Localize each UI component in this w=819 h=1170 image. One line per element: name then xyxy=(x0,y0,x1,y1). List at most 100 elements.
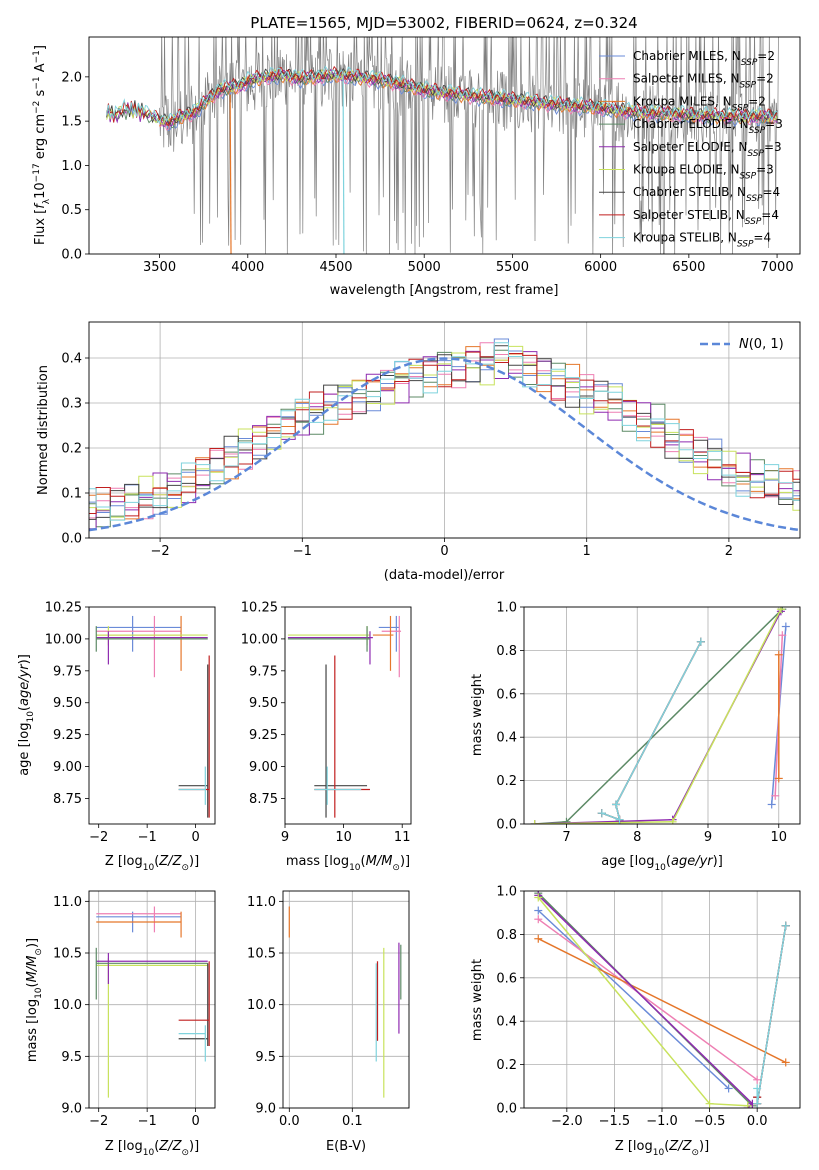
age-vs-metallicity-panel: −2 −1 0 8.75 9.00 9.25 9.50 9.75 10.00 10.25 age [… xyxy=(17,601,216,873)
spectrum-y-axis-label-part: λ xyxy=(42,198,52,204)
y-tick-label: 0.5 xyxy=(61,203,82,218)
legend-entry-part: SSP xyxy=(740,172,757,182)
legend-entry-part: =3 xyxy=(764,140,782,154)
mass-z-y-axis-label-part: mass [log xyxy=(25,999,40,1062)
mw-age-y-axis-label: mass weight xyxy=(470,674,485,756)
mw-age-x-axis-label: age [log10(age/yr)] xyxy=(601,854,723,873)
residuals-panel: −2 −1 0 1 2 0.0 0.1 0.2 0.3 0.4 N(0, 1) Normed dist… xyxy=(36,321,801,583)
mw-age-x-axis-label-part: age/yr xyxy=(671,854,714,869)
age-mass-x-axis-label-part: 10 xyxy=(349,863,361,873)
x-tick-label: 5500 xyxy=(496,260,529,275)
y-tick-label: 0.2 xyxy=(496,1058,517,1073)
age-mass-x-axis-label-part: ( xyxy=(361,854,366,869)
legend-entry-part: SSP xyxy=(746,194,763,204)
grid-layer xyxy=(524,890,800,1109)
weight-line xyxy=(534,610,782,824)
age-z-x-axis-label-part: Z/Z xyxy=(158,854,182,869)
age-z-y-axis-label-part: )] xyxy=(17,654,32,664)
age-z-x-axis-label-part: )] xyxy=(189,854,199,869)
legend-entry-part: Salpeter MILES, N xyxy=(633,72,740,86)
mass-weight-vs-age-panel: 7 8 9 10 0.0 0.2 0.4 0.6 0.8 1.0 mass weight age [l… xyxy=(470,601,801,873)
mass-z-y-axis-label-part: ( xyxy=(25,982,40,987)
y-tick-label: 8.75 xyxy=(53,792,82,807)
y-tick-label: 9.5 xyxy=(61,1050,82,1065)
weight-line xyxy=(537,909,730,1090)
x-tick-label: 3500 xyxy=(143,260,176,275)
mass-z-y-axis-label: mass [log10(M/M⊙)] xyxy=(25,938,44,1062)
axes-layer: −2 −1 0 8.75 9.00 9.25 9.50 9.75 10.00 10.25 xyxy=(45,601,216,845)
x-tick-label: 4000 xyxy=(231,260,264,275)
mass-z-y-axis-label-part: M/M xyxy=(25,956,40,983)
mw-z-x-axis-label-part: Z/Z xyxy=(668,1139,692,1154)
legend-entry-part: Kroupa ELODIE, N xyxy=(633,163,740,177)
x-tick-label: −0.5 xyxy=(694,1114,726,1129)
y-tick-label: 0.2 xyxy=(61,442,82,457)
model-spectrum-line xyxy=(106,68,778,125)
y-tick-label: 9.5 xyxy=(255,1050,276,1065)
x-tick-label: 10 xyxy=(770,830,787,845)
normal-distribution-curve xyxy=(89,357,800,532)
mass-z-x-axis-label-part: ( xyxy=(154,1139,159,1154)
y-tick-label: 9.25 xyxy=(53,728,82,743)
mw-z-x-axis-label-part: ( xyxy=(664,1139,669,1154)
x-tick-label: 8 xyxy=(633,830,641,845)
spectrum-y-axis-label-part: 10 xyxy=(33,182,48,199)
age-z-x-axis-label-part: Z [log xyxy=(105,854,143,869)
y-tick-label: 10.5 xyxy=(53,947,82,962)
x-tick-label: 0.0 xyxy=(747,1114,768,1129)
y-tick-label: 0.4 xyxy=(496,1015,517,1030)
y-tick-label: 0.8 xyxy=(496,928,517,943)
mass-z-y-axis-label-part: ⊙ xyxy=(34,948,44,956)
figure-title: PLATE=1565, MJD=53002, FIBERID=0624, z=0… xyxy=(250,14,637,32)
legend-entry-part: Chabrier ELODIE, N xyxy=(633,117,749,131)
spectrum-y-axis-label-part: f xyxy=(33,202,48,209)
y-tick-label: 0.0 xyxy=(496,818,517,833)
age-z-y-axis-label-part: 10 xyxy=(26,711,36,723)
x-tick-label: 0.1 xyxy=(342,1114,363,1129)
age-z-x-axis-label-part: ( xyxy=(154,854,159,869)
y-tick-label: 2.0 xyxy=(61,70,82,85)
age-vs-mass-panel: 9 10 11 8.75 9.00 9.25 9.50 9.75 10.00 10.25 mass … xyxy=(241,601,412,873)
residual-histogram-step xyxy=(89,342,800,521)
legend-entry-part: N xyxy=(739,337,749,352)
residual-histogram-step xyxy=(89,342,800,520)
y-tick-label: 11.0 xyxy=(53,895,82,910)
weight-line xyxy=(537,897,748,1107)
mass-z-x-axis-label-part: 10 xyxy=(143,1148,155,1158)
x-tick-label: −1 xyxy=(138,830,157,845)
plot-area xyxy=(95,615,210,818)
legend-entry-part: Chabrier MILES, N xyxy=(633,49,741,63)
mass-z-y-axis-label-part: 10 xyxy=(34,987,44,999)
mass-z-x-axis-label-part: ⊙ xyxy=(181,1148,189,1158)
x-tick-label: −1.5 xyxy=(599,1114,631,1129)
residual-histogram-step xyxy=(89,350,800,530)
x-tick-label: −2 xyxy=(89,1114,108,1129)
residual-histogram-step xyxy=(89,338,800,515)
axes-frame xyxy=(523,606,801,825)
x-tick-label: 0 xyxy=(440,544,448,559)
y-tick-label: 0.0 xyxy=(61,532,82,547)
axes-layer: −2.0 −1.5 −1.0 −0.5 0.0 0.0 0.2 0.4 0.6 0.8 1.0 xyxy=(496,885,801,1129)
age-z-x-axis-label: Z [log10(Z/Z⊙)] xyxy=(105,854,199,873)
mw-z-x-axis-label: Z [log10(Z/Z⊙)] xyxy=(615,1139,709,1158)
legend-entry-part: SSP xyxy=(749,126,766,136)
weight-line xyxy=(537,938,787,1064)
legend-entry: Kroupa STELIB, NSSP=4 xyxy=(633,231,771,250)
axes-layer: −2 −1 0 9.0 9.5 10.0 10.5 11.0 xyxy=(53,890,216,1129)
axes-frame xyxy=(88,606,216,825)
x-tick-label: 10 xyxy=(335,830,352,845)
spectrum-y-axis-label-part: −1 xyxy=(32,76,42,89)
spectrum-y-axis-label: Flux [fλ10−17 erg cm−2 s−1 A−1] xyxy=(32,45,52,245)
mass-z-x-axis-label-part: Z [log xyxy=(105,1139,143,1154)
y-tick-label: 0.6 xyxy=(496,687,517,702)
age-z-y-axis-label-part: ( xyxy=(17,706,32,711)
legend-entry: Kroupa MILES, NSSP=2 xyxy=(633,94,766,113)
y-tick-label: 8.75 xyxy=(249,792,278,807)
mw-z-x-axis-label-part: 10 xyxy=(653,1148,665,1158)
age-z-y-axis-label-part: age/yr xyxy=(17,663,32,706)
legend-entry-part: =2 xyxy=(748,94,766,108)
axes-frame xyxy=(523,890,801,1109)
y-tick-label: 0.4 xyxy=(496,731,517,746)
legend-entry-part: Kroupa STELIB, N xyxy=(633,231,737,245)
